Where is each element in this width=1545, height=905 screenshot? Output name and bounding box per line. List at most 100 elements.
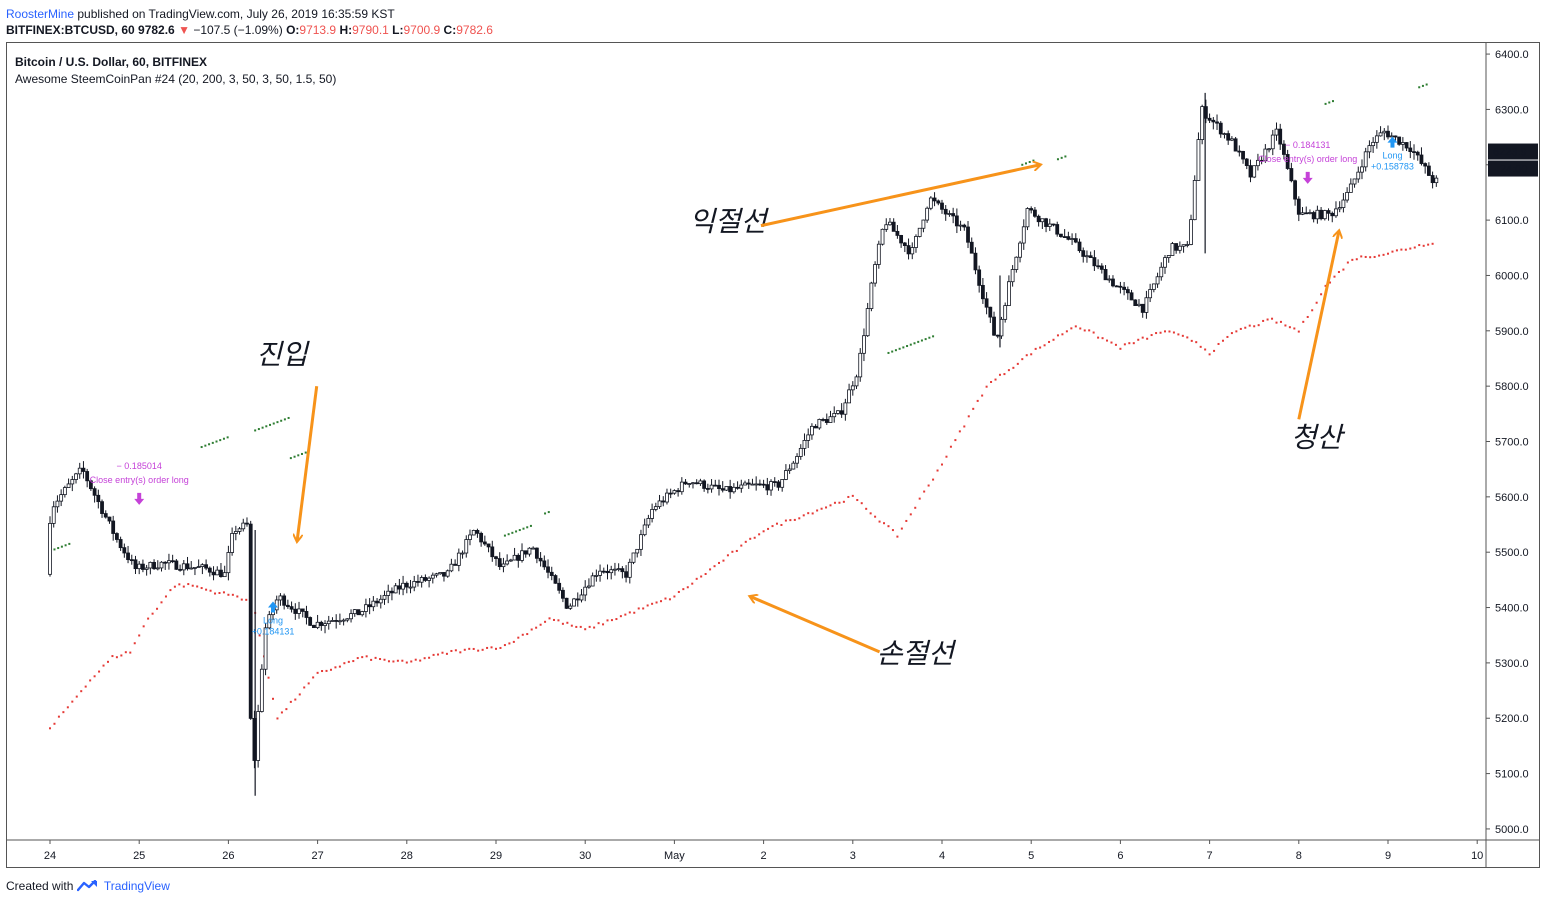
candle-body (508, 559, 513, 562)
candle-body (416, 581, 420, 583)
low-label: L: (392, 23, 404, 37)
stop-loss-dot (1275, 321, 1278, 324)
candle-body (754, 483, 759, 486)
author-link[interactable]: RoosterMine (6, 7, 75, 21)
candle-body (1073, 238, 1078, 243)
stop-loss-dot (842, 500, 845, 503)
chart-frame (6, 42, 1540, 868)
long-entry-arrow-icon (1387, 136, 1398, 148)
stop-loss-dot (1355, 258, 1358, 261)
indicator-label[interactable]: Awesome SteemCoinPan #24 (20, 200, 3, 50… (15, 72, 337, 86)
candle-body (1140, 303, 1145, 313)
stop-loss-dot (1114, 343, 1117, 346)
stop-loss-dot (1123, 343, 1126, 346)
stop-loss-dot (526, 633, 529, 636)
stop-loss-dot (1172, 331, 1175, 334)
time-axis[interactable]: 24 25 26 27 28 29 30 May 2 3 4 5 6 7 8 9 10 (7, 839, 1540, 862)
take-profit-dot (204, 444, 207, 447)
candle-body (977, 269, 982, 286)
time-tick-label: 3 (850, 850, 856, 862)
stop-loss-dot (1088, 329, 1091, 332)
candle-body (534, 547, 539, 559)
stop-loss-dot (1248, 324, 1251, 327)
take-profit-dot (1056, 158, 1059, 161)
stop-loss-dot (535, 626, 538, 629)
candle-body (1207, 117, 1212, 121)
candle-body (118, 539, 123, 549)
stop-loss-dot (1007, 369, 1010, 372)
stop-loss-dot (651, 602, 654, 605)
stop-loss-dot (963, 425, 966, 428)
stop-loss-dot (1266, 318, 1269, 321)
candle-body (237, 528, 242, 532)
stop-loss-dot (214, 592, 217, 595)
stop-loss-dot (628, 611, 631, 614)
time-tick-label: 6 (1117, 850, 1123, 862)
stop-loss-dot (1409, 247, 1412, 250)
candle-body (1036, 215, 1041, 223)
take-profit-dot (272, 422, 275, 425)
stop-loss-dot (548, 617, 551, 620)
candle-body (743, 482, 747, 486)
take-profit-dot (57, 547, 60, 550)
stop-loss-dot (722, 559, 725, 562)
stop-loss-dot (191, 584, 194, 587)
stop-loss-dot (508, 642, 511, 645)
candle-body (1434, 177, 1439, 184)
price-axis[interactable]: 6400.06300.06200.06100.06000.05900.05800… (1485, 43, 1538, 868)
candle-body (311, 624, 316, 629)
candle-body (1389, 135, 1394, 138)
candle-body (404, 582, 409, 588)
take-profit-dot (208, 443, 211, 446)
stop-loss-dot (1199, 345, 1202, 348)
candle-body (1248, 165, 1253, 178)
stop-loss-dot (668, 598, 671, 601)
candle-body (1125, 289, 1130, 294)
stop-loss-dot (370, 658, 373, 661)
stop-loss-dot (66, 706, 69, 709)
take-profit-dot (53, 548, 56, 551)
candle-body (308, 617, 313, 626)
take-profit-dot (287, 416, 290, 419)
stop-loss-dot (1342, 268, 1345, 271)
candle-body (880, 228, 885, 245)
stop-loss-dot (1159, 331, 1162, 334)
candle-body (653, 506, 658, 510)
take-profit-dot (1418, 86, 1421, 89)
candle-body (289, 606, 294, 610)
candle-body (605, 570, 610, 574)
candle-body (230, 533, 235, 553)
candle-body (222, 572, 227, 578)
stop-loss-dot (900, 527, 903, 530)
take-profit-dot (894, 349, 897, 352)
take-profit-dot (906, 345, 909, 348)
candle-body (665, 492, 669, 503)
stop-loss-dot (396, 659, 399, 662)
stop-loss-dot (825, 506, 828, 509)
stop-loss-dot (704, 572, 707, 575)
take-profit-dot (64, 544, 67, 547)
stop-loss-dot (115, 656, 118, 659)
stop-loss-dot (691, 582, 694, 585)
candle-body (810, 425, 814, 436)
take-profit-dot (511, 531, 514, 534)
candle-body (129, 559, 134, 562)
annotation-arrow (297, 385, 319, 541)
candle-body (798, 447, 803, 457)
candle-body (1129, 292, 1134, 301)
stop-loss-dot (677, 590, 680, 593)
candle-body (795, 456, 799, 464)
stop-loss-dot (1244, 326, 1247, 329)
candle-body (613, 568, 617, 571)
stop-loss-dot (472, 647, 475, 650)
price-tick-label: 6000.0 (1495, 270, 1529, 282)
stop-loss-dot (89, 679, 92, 682)
stop-loss-dot (481, 648, 484, 651)
candle-body (1014, 256, 1019, 270)
stop-loss-dot (891, 529, 894, 532)
price-change: −107.5 (−1.09%) (193, 23, 283, 37)
stop-loss-dot (245, 598, 248, 601)
tradingview-brand[interactable]: TradingView (103, 879, 170, 893)
candle-body (334, 620, 339, 622)
